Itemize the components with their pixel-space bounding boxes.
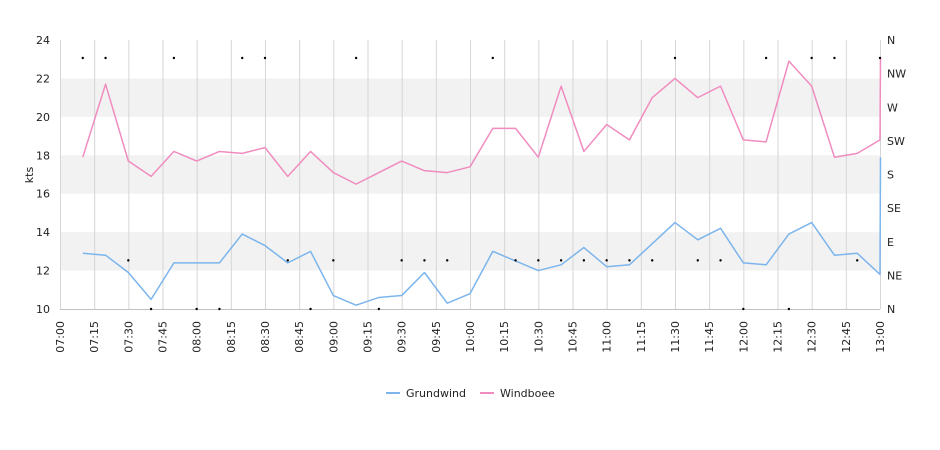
- x-tick-label: 07:00: [54, 321, 67, 353]
- direction-marker: [195, 307, 198, 311]
- direction-marker: [856, 259, 859, 262]
- direction-marker: [833, 56, 836, 60]
- right-axis-ticks: N NE E SE S SW W NW N: [887, 34, 906, 316]
- direction-marker: [263, 56, 267, 60]
- y-tick-label: 10: [36, 303, 50, 316]
- x-tick-label: 08:30: [259, 321, 272, 353]
- x-tick-label: 07:30: [122, 321, 135, 353]
- direction-marker: [377, 307, 381, 311]
- legend-item-grundwind[interactable]: Grundwind: [386, 387, 466, 400]
- x-tick-label: 08:15: [225, 321, 238, 353]
- direction-marker: [582, 259, 586, 262]
- x-tick-label: 09:15: [362, 321, 375, 353]
- right-tick-label: W: [887, 101, 898, 114]
- legend[interactable]: Grundwind Windboee: [386, 387, 555, 400]
- x-tick-label: 11:15: [635, 321, 648, 353]
- direction-marker: [491, 56, 494, 60]
- direction-marker: [81, 56, 84, 60]
- direction-marker: [537, 259, 540, 262]
- direction-marker: [673, 56, 677, 60]
- y-tick-label: 14: [36, 226, 50, 239]
- x-tick-label: 10:30: [532, 321, 545, 353]
- right-tick-label: SW: [887, 135, 905, 148]
- x-tick-label: 11:00: [601, 321, 614, 353]
- direction-marker: [742, 307, 745, 311]
- y-axis-label: kts: [23, 167, 36, 184]
- series-line-grundwind: [82, 157, 882, 306]
- direction-marker: [127, 259, 130, 262]
- right-tick-label: N: [887, 303, 895, 316]
- direction-marker: [559, 259, 563, 262]
- direction-marker: [719, 259, 722, 262]
- x-tick-label: 13:00: [874, 321, 887, 353]
- direction-marker: [514, 259, 517, 262]
- y-tick-label: 18: [36, 149, 50, 162]
- x-tick-label: 09:30: [396, 321, 409, 353]
- series-line-windboee: [82, 57, 882, 185]
- y-tick-label: 22: [36, 72, 50, 85]
- x-tick-label: 10:15: [498, 321, 511, 353]
- direction-marker: [628, 259, 631, 262]
- y-axis-ticks: 10 12 14 16 18 20 22 24: [36, 34, 50, 316]
- x-tick-label: 09:00: [327, 321, 340, 353]
- direction-marker: [810, 56, 813, 60]
- grid-lines: [60, 40, 881, 310]
- legend-item-windboee[interactable]: Windboee: [480, 387, 555, 400]
- x-tick-label: 11:30: [669, 321, 682, 353]
- direction-marker: [172, 56, 176, 60]
- x-tick-label: 11:45: [703, 321, 716, 353]
- legend-label-windboee: Windboee: [500, 387, 555, 400]
- direction-marker: [764, 56, 768, 60]
- x-tick-label: 07:45: [157, 321, 170, 353]
- direction-marker: [651, 259, 654, 262]
- right-tick-label: S: [887, 169, 894, 182]
- right-tick-label: SE: [887, 202, 901, 215]
- direction-markers: [81, 56, 882, 311]
- y-tick-label: 12: [36, 265, 50, 278]
- x-tick-label: 12:15: [772, 321, 785, 353]
- y-tick-label: 24: [36, 34, 50, 47]
- right-tick-label: E: [887, 236, 894, 249]
- x-tick-label: 10:00: [464, 321, 477, 353]
- direction-marker: [241, 56, 244, 60]
- x-tick-label: 08:00: [191, 321, 204, 353]
- direction-marker: [446, 259, 449, 262]
- direction-marker: [400, 259, 403, 262]
- legend-label-grundwind: Grundwind: [406, 387, 466, 400]
- x-tick-label: 12:00: [737, 321, 750, 353]
- direction-marker: [878, 56, 882, 60]
- right-tick-label: NW: [887, 68, 906, 81]
- x-tick-label: 07:15: [88, 321, 101, 353]
- x-tick-label: 09:45: [430, 321, 443, 353]
- direction-marker: [218, 307, 221, 311]
- right-tick-label: NE: [887, 269, 902, 282]
- x-tick-label: 08:45: [293, 321, 306, 353]
- series-lines: [82, 57, 882, 306]
- direction-marker: [423, 259, 426, 262]
- direction-marker: [104, 56, 107, 60]
- direction-marker: [286, 259, 289, 262]
- direction-marker: [149, 307, 153, 311]
- direction-marker: [309, 307, 312, 311]
- right-tick-label: N: [887, 34, 895, 47]
- x-tick-label: 10:45: [567, 321, 580, 353]
- y-tick-label: 20: [36, 111, 50, 124]
- x-axis-ticks: 07:00 07:15 07:30 07:45 08:00 08:15 08:30 08:45…: [54, 321, 887, 353]
- x-tick-label: 12:45: [840, 321, 853, 353]
- y-tick-label: 16: [36, 188, 50, 201]
- direction-marker: [787, 307, 791, 311]
- direction-marker: [332, 259, 335, 262]
- direction-marker: [696, 259, 699, 262]
- direction-marker: [605, 259, 608, 262]
- x-tick-label: 12:30: [806, 321, 819, 353]
- direction-marker: [354, 56, 358, 60]
